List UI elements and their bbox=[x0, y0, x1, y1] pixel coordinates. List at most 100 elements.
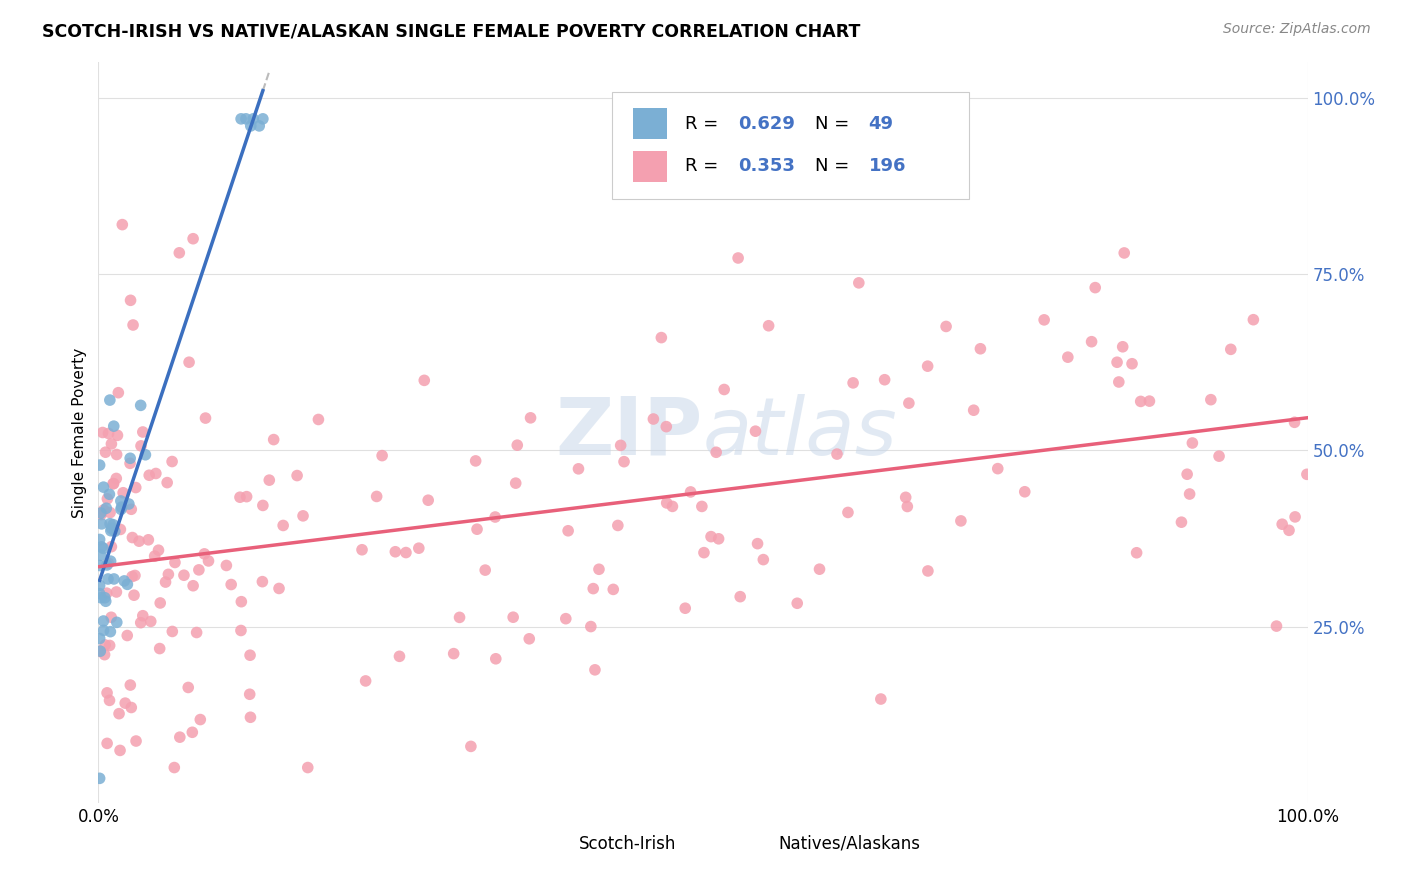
Point bbox=[90, 540, 112, 554]
Point bbox=[1178, 487, 1201, 501]
Point bbox=[579, 619, 602, 633]
Point bbox=[157, 567, 180, 582]
Point bbox=[869, 692, 891, 706]
Point bbox=[384, 545, 406, 559]
Point bbox=[97, 572, 120, 586]
Point bbox=[297, 760, 319, 774]
Point bbox=[239, 710, 262, 724]
Point bbox=[307, 412, 329, 426]
Point bbox=[395, 545, 418, 559]
Point bbox=[93, 624, 115, 638]
Point bbox=[825, 447, 848, 461]
Point bbox=[129, 398, 152, 412]
Text: R =: R = bbox=[685, 157, 724, 175]
Point bbox=[118, 456, 141, 470]
Point bbox=[115, 628, 138, 642]
Point bbox=[1278, 524, 1301, 538]
Point bbox=[105, 471, 128, 485]
Point bbox=[188, 713, 211, 727]
Point bbox=[848, 276, 870, 290]
Point bbox=[193, 547, 215, 561]
Point bbox=[744, 424, 766, 438]
Point bbox=[89, 586, 111, 600]
Point bbox=[125, 481, 148, 495]
Text: ZIP: ZIP bbox=[555, 393, 703, 472]
Point bbox=[267, 582, 290, 596]
Point bbox=[90, 591, 112, 605]
Point bbox=[1125, 546, 1147, 560]
Point bbox=[752, 552, 775, 566]
Point bbox=[655, 419, 678, 434]
Text: 49: 49 bbox=[869, 115, 894, 133]
Point bbox=[149, 641, 172, 656]
Point bbox=[177, 681, 200, 695]
Point bbox=[350, 542, 373, 557]
Point bbox=[460, 739, 482, 754]
Point bbox=[94, 591, 117, 605]
FancyBboxPatch shape bbox=[745, 833, 772, 857]
Point bbox=[134, 448, 156, 462]
Point bbox=[110, 502, 132, 516]
Point bbox=[120, 451, 142, 466]
Point bbox=[371, 449, 394, 463]
Point bbox=[100, 610, 122, 624]
Point bbox=[613, 455, 636, 469]
Point bbox=[987, 461, 1010, 475]
Point bbox=[107, 385, 129, 400]
Point bbox=[93, 480, 115, 494]
Point bbox=[408, 541, 430, 556]
Point bbox=[252, 574, 274, 589]
Point bbox=[90, 549, 112, 563]
Point bbox=[107, 428, 129, 442]
Point bbox=[582, 582, 605, 596]
FancyBboxPatch shape bbox=[546, 833, 572, 857]
Point bbox=[727, 251, 749, 265]
Point bbox=[110, 500, 132, 515]
Point bbox=[98, 516, 121, 531]
Point bbox=[197, 554, 219, 568]
Point bbox=[124, 568, 146, 582]
Point bbox=[163, 556, 186, 570]
Point bbox=[100, 437, 122, 451]
Point bbox=[704, 445, 727, 459]
Point bbox=[94, 445, 117, 459]
Point bbox=[186, 625, 208, 640]
Point bbox=[1199, 392, 1222, 407]
Point bbox=[679, 484, 702, 499]
Point bbox=[896, 500, 918, 514]
Point bbox=[100, 522, 122, 536]
Point bbox=[567, 462, 589, 476]
FancyBboxPatch shape bbox=[613, 92, 969, 200]
Text: N =: N = bbox=[815, 157, 855, 175]
Point bbox=[162, 624, 184, 639]
Point bbox=[215, 558, 238, 573]
Point bbox=[177, 355, 200, 369]
Point bbox=[219, 577, 242, 591]
Point bbox=[1284, 415, 1306, 429]
Text: Scotch-Irish: Scotch-Irish bbox=[578, 835, 676, 853]
Point bbox=[105, 448, 128, 462]
Point bbox=[89, 632, 111, 646]
Point bbox=[138, 533, 160, 547]
Point bbox=[96, 558, 118, 572]
Text: R =: R = bbox=[685, 115, 724, 133]
Point bbox=[118, 497, 141, 511]
Point bbox=[98, 393, 121, 408]
Point bbox=[235, 112, 257, 126]
Point bbox=[583, 663, 606, 677]
Point bbox=[235, 490, 257, 504]
Point bbox=[1114, 246, 1136, 260]
Text: atlas: atlas bbox=[703, 393, 898, 472]
Point bbox=[90, 516, 112, 531]
Point bbox=[242, 112, 264, 126]
Point bbox=[354, 673, 377, 688]
Point bbox=[181, 725, 204, 739]
Point bbox=[125, 734, 148, 748]
Point bbox=[101, 517, 124, 532]
Point bbox=[517, 632, 540, 646]
Point bbox=[519, 410, 541, 425]
Point bbox=[963, 403, 986, 417]
Point bbox=[969, 342, 991, 356]
Point bbox=[108, 706, 131, 721]
Point bbox=[122, 318, 145, 332]
